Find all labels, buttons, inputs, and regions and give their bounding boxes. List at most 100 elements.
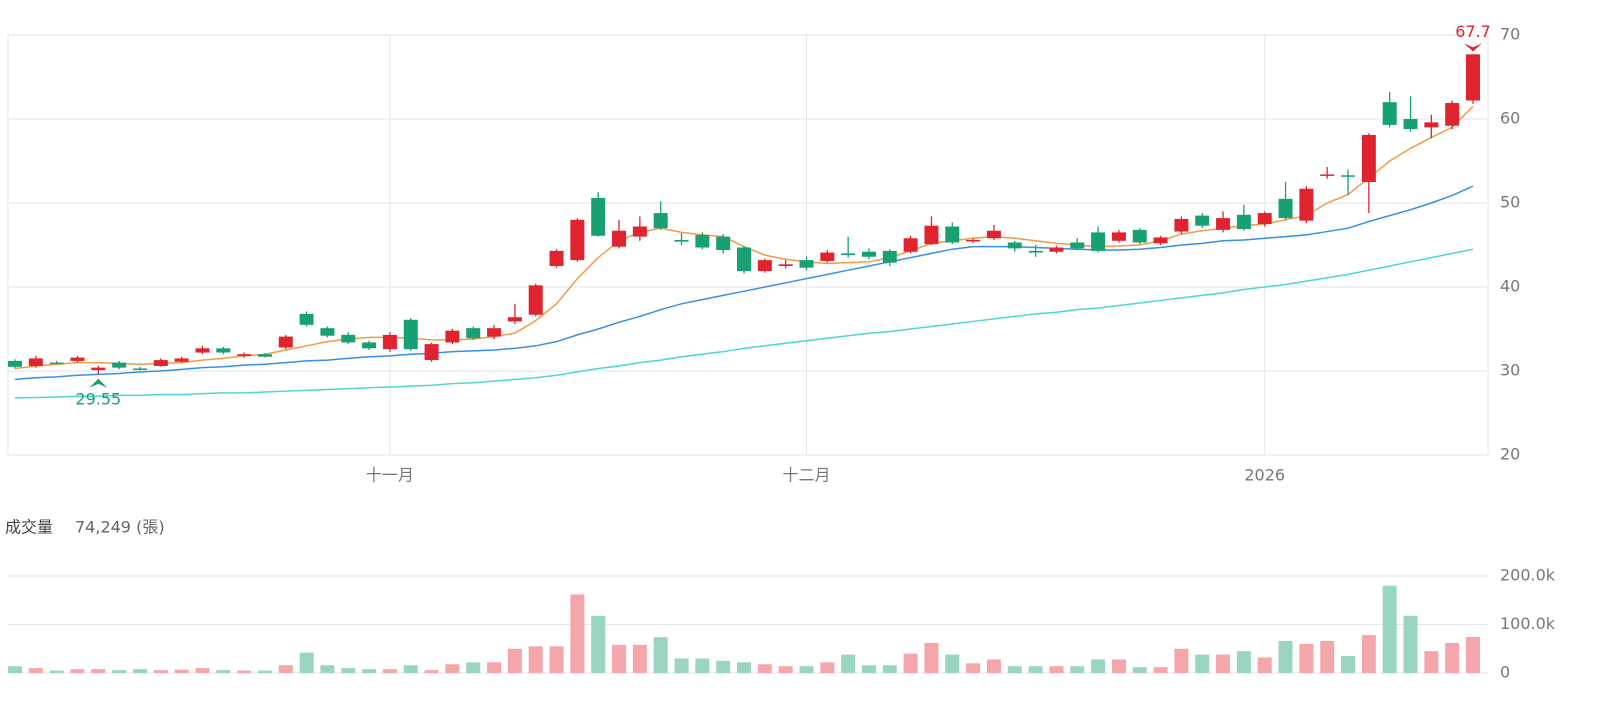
candle-body	[882, 250, 897, 263]
candle-body	[70, 357, 85, 361]
volume-bar	[1466, 636, 1480, 673]
candle-body	[570, 219, 585, 261]
moving-average-line	[14, 248, 1474, 399]
volume-bar	[112, 670, 127, 673]
volume-bar	[216, 670, 231, 673]
volume-bar	[1028, 666, 1043, 673]
candle-body	[1049, 247, 1064, 252]
volume-bar	[1361, 635, 1376, 673]
volume-bar	[986, 659, 1001, 673]
volume-bar	[1299, 643, 1314, 673]
volume-bar	[382, 669, 397, 673]
candle-body	[1278, 198, 1293, 219]
candle-body	[945, 226, 960, 243]
volume-bar	[70, 669, 85, 673]
volume-bar	[1424, 651, 1439, 673]
candle-body	[903, 238, 918, 252]
candle-body	[1070, 242, 1085, 249]
candle-body	[1382, 102, 1397, 125]
y-tick-label: 20	[1500, 445, 1520, 464]
volume-bar	[28, 668, 43, 673]
x-tick-label: 十一月	[366, 466, 414, 485]
volume-bar	[487, 662, 502, 673]
candle-body	[132, 368, 147, 370]
candle-body	[487, 328, 502, 337]
candle-body	[528, 285, 543, 315]
candle-body	[674, 239, 689, 242]
volume-bar	[570, 594, 585, 673]
candle-body	[695, 234, 710, 248]
volume-bar	[1403, 615, 1418, 673]
candle-body	[1320, 174, 1335, 176]
volume-bar	[299, 652, 314, 673]
volume-bar	[1320, 640, 1335, 673]
candle-body	[216, 348, 231, 353]
candle-body	[1195, 215, 1210, 226]
volume-bar	[1216, 654, 1231, 673]
candle-body	[28, 358, 43, 366]
volume-bar	[507, 648, 522, 673]
candle-body	[1466, 54, 1480, 101]
volume-bar	[1111, 659, 1126, 673]
candle-body	[112, 362, 127, 368]
candle-body	[1257, 213, 1272, 224]
max-label: 67.7	[1455, 22, 1491, 41]
candle-body	[1341, 175, 1356, 177]
candle-body	[1028, 250, 1043, 253]
y-tick-label: 200.0k	[1500, 566, 1556, 585]
candle-body	[1403, 119, 1418, 130]
y-tick-label: 50	[1500, 193, 1520, 212]
y-tick-label: 0	[1500, 663, 1510, 682]
volume-bar	[1195, 654, 1210, 673]
candle-body	[966, 239, 981, 242]
candle-body	[320, 328, 335, 336]
volume-bar	[903, 653, 918, 673]
moving-average-line	[14, 105, 1474, 370]
volume-bar	[49, 670, 64, 673]
candle-body	[91, 367, 106, 371]
volume-bar	[882, 665, 897, 673]
candle-body	[424, 344, 439, 361]
candle-body	[341, 334, 356, 343]
volume-bar	[757, 664, 772, 673]
candle-body	[382, 334, 397, 350]
volume-bar	[1341, 656, 1356, 673]
volume-bar	[195, 668, 210, 673]
candle-body	[8, 360, 22, 367]
volume-bar	[1153, 667, 1168, 673]
candle-body	[507, 317, 522, 322]
volume-bar	[591, 615, 606, 673]
y-tick-label: 60	[1500, 109, 1520, 128]
volume-bar	[528, 646, 543, 673]
volume-bar	[1007, 666, 1022, 673]
x-tick-label: 2026	[1244, 466, 1285, 485]
candle-body	[1174, 218, 1189, 232]
candle-body	[841, 253, 856, 256]
volume-readout: 74,249 (張)	[75, 518, 165, 537]
volume-bar	[362, 669, 377, 673]
volume-bar	[278, 665, 293, 673]
candle-body	[653, 213, 668, 229]
volume-bar	[403, 665, 418, 673]
candle-body	[362, 342, 377, 349]
volume-bar	[1091, 659, 1106, 673]
volume-bar	[549, 646, 564, 673]
candle-body	[299, 313, 314, 325]
candle-body	[1007, 242, 1022, 249]
candle-body	[591, 197, 606, 236]
candle-body	[1132, 229, 1147, 243]
volume-bar	[653, 637, 668, 673]
y-tick-label: 70	[1500, 25, 1520, 44]
candle-body	[403, 319, 418, 350]
volume-bar	[1236, 651, 1251, 673]
y-tick-label: 100.0k	[1500, 614, 1556, 633]
volume-bar	[841, 654, 856, 673]
volume-bar	[1382, 585, 1397, 673]
candle-body	[986, 230, 1001, 239]
candle-body	[1299, 188, 1314, 221]
candle-body	[1361, 134, 1376, 182]
candle-body	[466, 328, 481, 339]
volume-bar	[820, 662, 835, 673]
volume-bar	[799, 666, 814, 673]
